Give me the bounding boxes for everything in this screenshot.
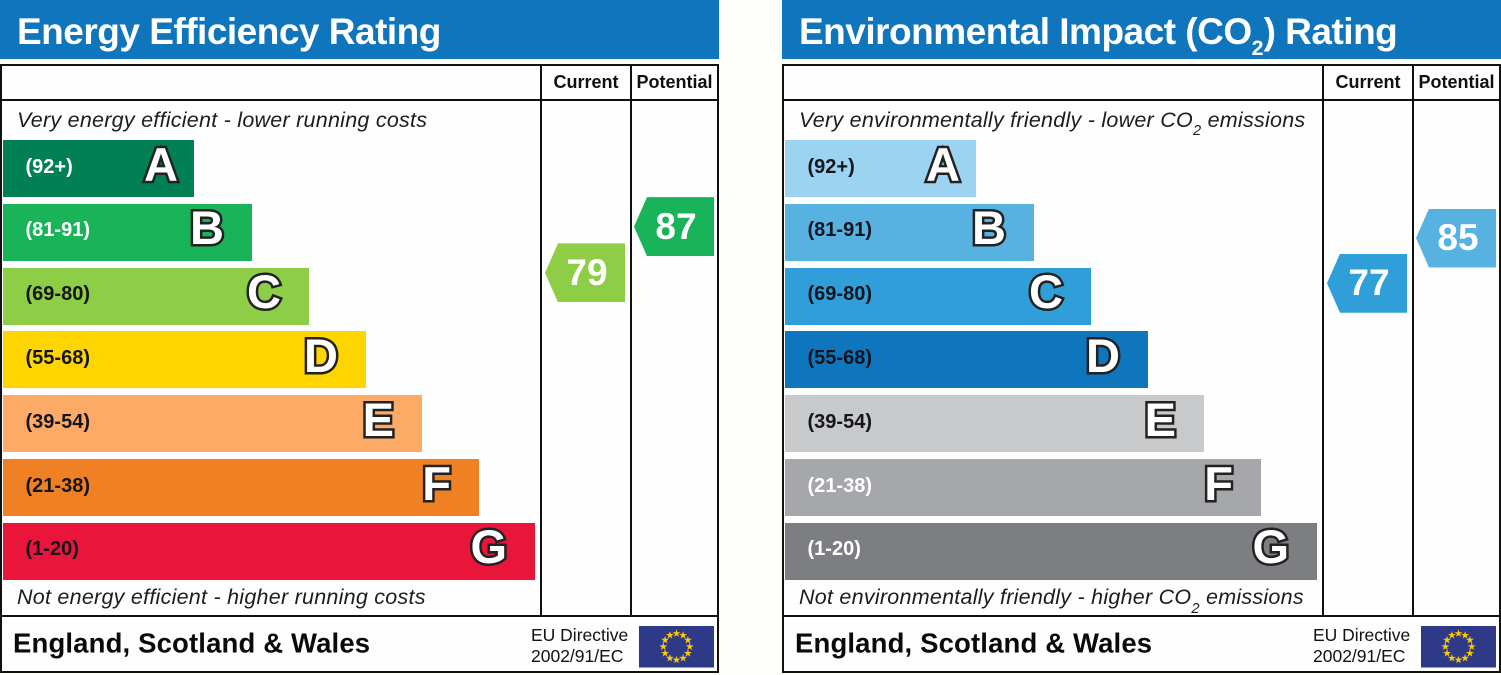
current-rating-marker: 79 [545, 243, 625, 303]
panel-title: Environmental Impact (CO2) Rating [799, 11, 1398, 60]
top-caption-text: Very environmentally friendly - lower CO… [799, 107, 1306, 139]
eu-flag-icon [1421, 626, 1496, 668]
panel-title: Energy Efficiency Rating [17, 11, 441, 52]
environmental-impact-title-bar: Environmental Impact (CO2) Rating [782, 0, 1501, 59]
current-column-divider [539, 64, 542, 617]
region-label: England, Scotland & Wales [795, 627, 1153, 659]
region-label: England, Scotland & Wales [13, 627, 371, 659]
bottom-caption: Not environmentally friendly - higher CO… [799, 581, 1304, 617]
eu-directive-line2: 2002/91/EC [531, 646, 624, 666]
column-header-underline [0, 98, 719, 101]
top-caption: Very energy efficient - lower running co… [17, 100, 427, 140]
bottom-caption-text: Not environmentally friendly - higher CO… [799, 585, 1304, 617]
bottom-caption-text: Not energy efficient - higher running co… [17, 585, 426, 609]
potential-column-divider [1411, 64, 1414, 617]
eu-directive-line1: EU Directive [531, 624, 629, 645]
eu-directive-label: EU Directive 2002/91/EC [1313, 625, 1410, 668]
eu-directive-line1: EU Directive [1313, 624, 1411, 645]
potential-column-divider [629, 64, 632, 617]
rating-chart-box [782, 64, 1501, 617]
column-header-underline [782, 98, 1501, 101]
bottom-caption: Not energy efficient - higher running co… [17, 581, 426, 614]
current-column-divider [1321, 64, 1324, 617]
energy-efficiency-title-bar: Energy Efficiency Rating [0, 0, 719, 59]
rating-chart-box [0, 64, 719, 617]
footer: England, Scotland & Wales EU Directive 2… [0, 617, 719, 673]
energy-efficiency-panel: Energy Efficiency Rating Current Potenti… [0, 0, 719, 675]
potential-column-header: Potential [1418, 71, 1495, 92]
current-rating-marker: 77 [1327, 253, 1407, 313]
top-caption: Very environmentally friendly - lower CO… [799, 100, 1305, 140]
current-column-header: Current [1335, 71, 1401, 92]
eu-directive-label: EU Directive 2002/91/EC [531, 625, 628, 668]
current-column-header: Current [553, 71, 619, 92]
eu-flag-icon [639, 626, 714, 668]
potential-column-header: Potential [636, 71, 713, 92]
potential-rating-marker: 87 [634, 197, 714, 257]
environmental-impact-panel: Environmental Impact (CO2) Rating Curren… [782, 0, 1501, 675]
footer: England, Scotland & Wales EU Directive 2… [782, 617, 1501, 673]
potential-rating-marker: 85 [1416, 208, 1496, 268]
eu-directive-line2: 2002/91/EC [1313, 646, 1406, 666]
top-caption-text: Very energy efficient - lower running co… [17, 107, 428, 132]
